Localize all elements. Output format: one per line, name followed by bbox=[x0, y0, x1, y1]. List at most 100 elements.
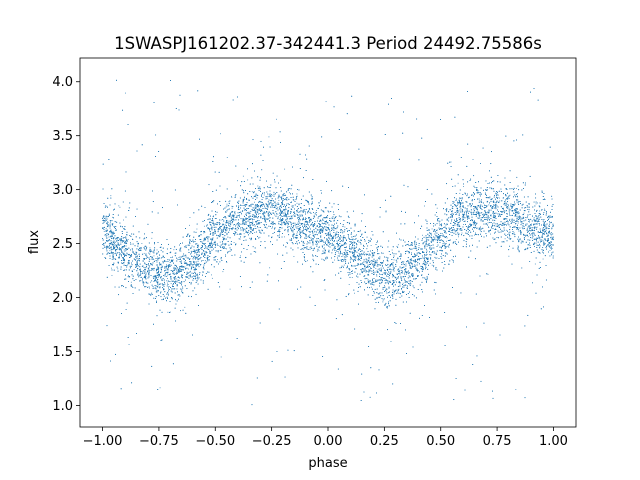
data-point bbox=[422, 234, 423, 236]
data-point bbox=[439, 224, 441, 226]
data-point bbox=[442, 235, 444, 237]
data-point bbox=[220, 250, 222, 252]
data-point bbox=[117, 268, 119, 270]
data-point bbox=[189, 258, 191, 260]
data-point bbox=[334, 246, 336, 247]
data-point bbox=[216, 234, 217, 236]
data-point bbox=[402, 282, 404, 284]
data-point bbox=[279, 220, 281, 222]
data-point bbox=[382, 301, 384, 303]
data-point bbox=[423, 241, 425, 243]
data-point bbox=[280, 211, 281, 213]
data-point bbox=[359, 231, 361, 233]
data-point bbox=[119, 206, 121, 208]
data-point bbox=[533, 217, 535, 219]
data-point bbox=[394, 280, 396, 282]
data-point bbox=[399, 270, 401, 271]
data-point bbox=[474, 220, 475, 222]
data-point bbox=[279, 206, 281, 207]
data-point bbox=[409, 281, 411, 283]
data-point bbox=[189, 240, 191, 242]
data-point bbox=[397, 244, 399, 246]
data-point bbox=[516, 201, 518, 203]
data-point bbox=[426, 245, 428, 247]
data-point bbox=[205, 251, 206, 253]
data-point bbox=[279, 233, 280, 235]
data-point bbox=[461, 232, 463, 234]
data-point bbox=[520, 221, 522, 223]
data-point bbox=[545, 226, 547, 228]
data-point bbox=[537, 202, 538, 204]
data-point bbox=[293, 214, 295, 216]
data-point bbox=[180, 250, 182, 252]
data-point bbox=[122, 247, 124, 249]
data-point bbox=[283, 193, 285, 195]
data-point bbox=[141, 243, 143, 244]
data-point bbox=[139, 280, 141, 282]
data-point bbox=[495, 225, 497, 227]
data-point bbox=[533, 238, 535, 240]
data-point bbox=[205, 246, 206, 248]
data-point bbox=[377, 268, 379, 270]
data-point bbox=[418, 244, 420, 246]
data-point bbox=[517, 199, 519, 201]
data-point bbox=[522, 227, 524, 229]
data-point bbox=[531, 224, 532, 226]
data-point bbox=[432, 239, 434, 241]
data-point bbox=[309, 234, 311, 235]
data-point bbox=[535, 234, 536, 236]
data-point bbox=[131, 255, 133, 257]
data-point bbox=[254, 232, 256, 233]
data-point bbox=[352, 238, 354, 240]
data-point bbox=[542, 258, 544, 260]
data-point bbox=[377, 271, 379, 273]
data-point bbox=[296, 195, 298, 197]
data-point bbox=[474, 227, 475, 229]
data-point bbox=[185, 245, 187, 247]
data-point bbox=[376, 275, 378, 277]
data-point bbox=[253, 230, 254, 232]
data-point bbox=[165, 273, 166, 275]
data-point bbox=[262, 192, 264, 194]
data-point bbox=[326, 226, 327, 228]
data-point bbox=[551, 248, 552, 250]
data-point bbox=[540, 237, 542, 238]
data-point bbox=[517, 245, 519, 247]
data-point bbox=[110, 195, 112, 197]
data-point bbox=[489, 219, 490, 220]
data-point bbox=[123, 219, 124, 221]
data-point bbox=[286, 203, 288, 205]
data-point bbox=[238, 238, 240, 240]
data-point bbox=[472, 159, 474, 160]
data-point bbox=[310, 218, 312, 220]
data-point bbox=[167, 274, 169, 276]
data-point bbox=[474, 234, 475, 236]
data-point bbox=[124, 254, 126, 255]
data-point bbox=[541, 209, 542, 211]
data-point bbox=[509, 218, 511, 220]
data-point bbox=[249, 215, 251, 217]
data-point bbox=[192, 260, 194, 262]
data-point bbox=[408, 275, 410, 277]
data-point bbox=[180, 282, 182, 284]
data-point bbox=[347, 222, 349, 224]
data-point bbox=[314, 216, 316, 218]
data-point bbox=[448, 246, 450, 248]
data-point bbox=[157, 284, 159, 286]
data-point bbox=[248, 226, 250, 228]
data-point bbox=[186, 265, 188, 266]
data-point bbox=[177, 258, 179, 260]
data-point bbox=[262, 214, 264, 215]
data-point bbox=[147, 263, 149, 265]
data-point bbox=[479, 200, 481, 202]
data-point bbox=[190, 270, 192, 272]
data-point bbox=[344, 226, 346, 228]
data-point bbox=[232, 228, 234, 230]
data-point bbox=[360, 260, 362, 261]
data-point bbox=[231, 195, 232, 197]
data-point bbox=[111, 274, 113, 276]
data-point bbox=[262, 205, 263, 207]
data-point bbox=[219, 250, 221, 251]
data-point bbox=[414, 261, 416, 263]
data-points bbox=[102, 79, 554, 406]
